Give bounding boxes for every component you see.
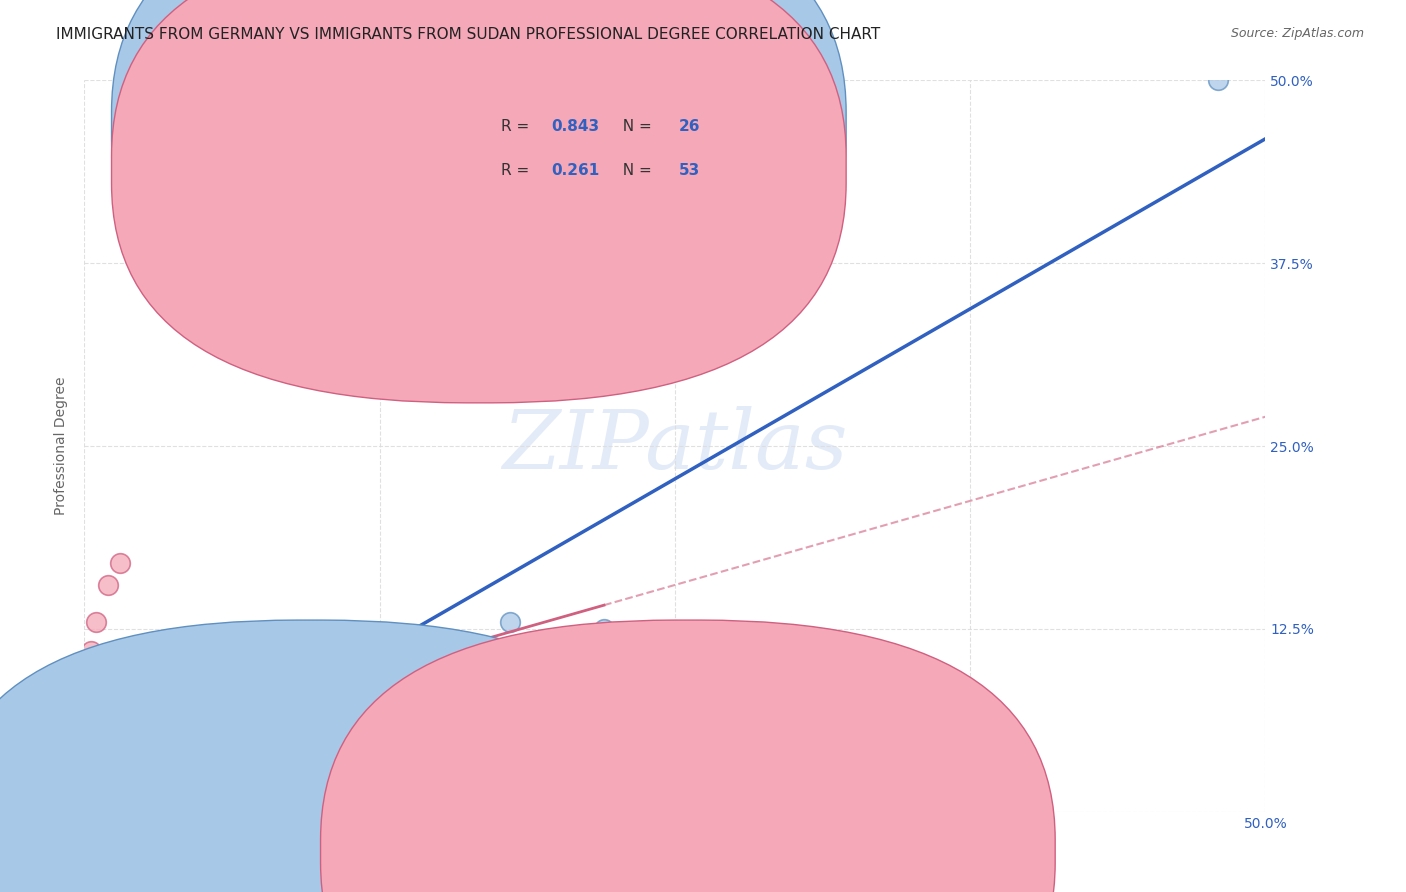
Point — [782, 665, 804, 680]
Point — [191, 695, 214, 709]
Point — [80, 644, 103, 658]
FancyBboxPatch shape — [457, 99, 775, 201]
Text: ZIPatlas: ZIPatlas — [502, 406, 848, 486]
Point — [121, 702, 143, 716]
Text: Immigrants from Sudan: Immigrants from Sudan — [709, 845, 873, 859]
Point — [121, 797, 143, 812]
Point — [108, 658, 131, 673]
Text: 53: 53 — [679, 162, 700, 178]
Text: R =: R = — [502, 119, 534, 134]
Point — [97, 578, 120, 592]
Point — [664, 636, 686, 650]
Point — [333, 651, 356, 665]
Point — [115, 797, 138, 812]
Text: 0.261: 0.261 — [551, 162, 599, 178]
Point — [121, 754, 143, 768]
Point — [121, 739, 143, 753]
Point — [285, 644, 308, 658]
Point — [357, 665, 380, 680]
Point — [77, 790, 100, 805]
Text: Immigrants from Germany: Immigrants from Germany — [330, 845, 515, 859]
Point — [309, 681, 332, 695]
Point — [143, 717, 166, 731]
Point — [91, 761, 114, 775]
Point — [427, 636, 450, 650]
Point — [87, 797, 110, 812]
Point — [285, 658, 308, 673]
Point — [115, 754, 138, 768]
Point — [108, 556, 131, 570]
FancyBboxPatch shape — [0, 620, 678, 892]
Point — [167, 702, 190, 716]
Point — [167, 688, 190, 702]
Text: N =: N = — [613, 119, 657, 134]
Point — [593, 731, 616, 746]
Point — [298, 695, 321, 709]
Point — [90, 673, 112, 687]
Point — [333, 658, 356, 673]
FancyBboxPatch shape — [111, 0, 846, 359]
Point — [380, 717, 402, 731]
Point — [84, 797, 107, 812]
Point — [226, 695, 249, 709]
Point — [156, 688, 179, 702]
Point — [97, 775, 120, 789]
Point — [498, 615, 520, 629]
Point — [357, 688, 380, 702]
Point — [132, 746, 155, 760]
Point — [250, 709, 273, 723]
Text: N =: N = — [613, 162, 657, 178]
Point — [91, 797, 114, 812]
Point — [84, 688, 107, 702]
Text: 0.843: 0.843 — [551, 119, 599, 134]
Point — [380, 651, 402, 665]
Point — [107, 768, 129, 782]
Point — [121, 805, 143, 819]
Point — [101, 775, 124, 789]
Text: R =: R = — [502, 162, 534, 178]
Text: IMMIGRANTS FROM GERMANY VS IMMIGRANTS FROM SUDAN PROFESSIONAL DEGREE CORRELATION: IMMIGRANTS FROM GERMANY VS IMMIGRANTS FR… — [56, 27, 880, 42]
Point — [215, 665, 238, 680]
Point — [404, 644, 426, 658]
Point — [114, 695, 136, 709]
Point — [132, 761, 155, 775]
Point — [118, 681, 141, 695]
Point — [132, 782, 155, 797]
Point — [215, 673, 238, 687]
Y-axis label: Professional Degree: Professional Degree — [55, 376, 69, 516]
Point — [262, 695, 284, 709]
Point — [91, 790, 114, 805]
Point — [274, 724, 297, 739]
Point — [1206, 73, 1229, 87]
Point — [98, 724, 121, 739]
Point — [593, 622, 616, 636]
Point — [143, 805, 166, 819]
Point — [202, 673, 225, 687]
FancyBboxPatch shape — [321, 620, 1054, 892]
Point — [104, 665, 127, 680]
Point — [84, 615, 107, 629]
Point — [94, 739, 117, 753]
Point — [111, 717, 134, 731]
Point — [344, 665, 367, 680]
Point — [97, 709, 120, 723]
Point — [91, 768, 114, 782]
Point — [239, 681, 262, 695]
Point — [262, 658, 284, 673]
Point — [101, 746, 124, 760]
Point — [239, 665, 262, 680]
Text: 26: 26 — [679, 119, 700, 134]
Point — [108, 775, 131, 789]
Point — [309, 709, 332, 723]
Point — [191, 681, 214, 695]
Text: Source: ZipAtlas.com: Source: ZipAtlas.com — [1230, 27, 1364, 40]
Point — [546, 651, 568, 665]
FancyBboxPatch shape — [111, 0, 846, 403]
Point — [108, 746, 131, 760]
Point — [101, 731, 124, 746]
Point — [143, 768, 166, 782]
Point — [83, 775, 105, 789]
Point — [97, 782, 120, 797]
